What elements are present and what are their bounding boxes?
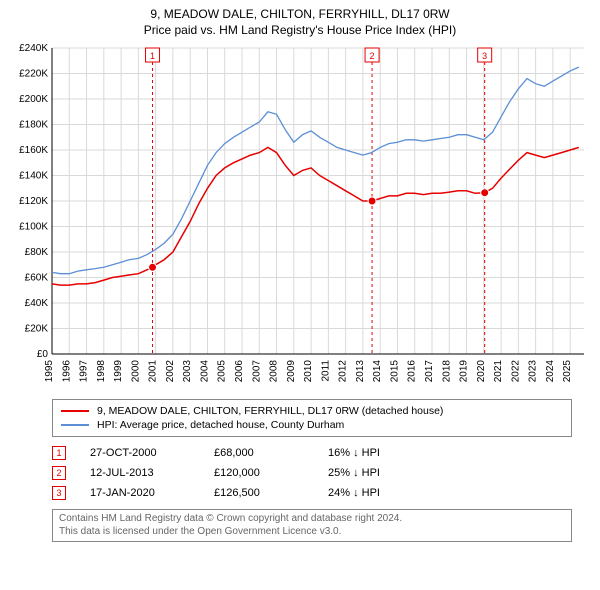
svg-text:2025: 2025 xyxy=(562,360,573,383)
event-marker: 1 xyxy=(52,446,66,460)
legend-label: HPI: Average price, detached house, Coun… xyxy=(97,419,344,431)
svg-text:2015: 2015 xyxy=(389,360,400,383)
svg-text:1997: 1997 xyxy=(79,360,90,383)
svg-text:2006: 2006 xyxy=(234,360,245,383)
svg-text:2: 2 xyxy=(370,51,375,61)
svg-text:£120K: £120K xyxy=(19,196,48,207)
event-delta: 25% ↓ HPI xyxy=(328,467,428,479)
chart: £0 £20K £40K £60K £80K £100K £120K £140K £160K £1… xyxy=(8,42,592,393)
svg-text:£80K: £80K xyxy=(25,247,49,258)
svg-text:1995: 1995 xyxy=(44,360,55,383)
svg-text:2010: 2010 xyxy=(303,360,314,383)
svg-text:2009: 2009 xyxy=(286,360,297,383)
svg-text:2011: 2011 xyxy=(320,360,331,382)
svg-text:£140K: £140K xyxy=(19,171,48,182)
svg-text:2020: 2020 xyxy=(476,360,487,383)
svg-text:2022: 2022 xyxy=(510,360,521,383)
event-marker: 2 xyxy=(52,466,66,480)
svg-text:2013: 2013 xyxy=(355,360,366,383)
svg-text:£0: £0 xyxy=(37,349,49,360)
svg-text:2024: 2024 xyxy=(545,360,556,383)
event-price: £120,000 xyxy=(214,467,304,479)
event-price: £126,500 xyxy=(214,487,304,499)
svg-text:2017: 2017 xyxy=(424,360,435,383)
svg-text:£40K: £40K xyxy=(25,298,49,309)
svg-text:2005: 2005 xyxy=(217,360,228,383)
svg-text:£240K: £240K xyxy=(19,43,48,54)
legend: 9, MEADOW DALE, CHILTON, FERRYHILL, DL17… xyxy=(52,399,572,437)
legend-swatch xyxy=(61,424,89,426)
svg-text:2023: 2023 xyxy=(528,360,539,383)
svg-text:2012: 2012 xyxy=(338,360,349,383)
title-block: 9, MEADOW DALE, CHILTON, FERRYHILL, DL17… xyxy=(8,6,592,38)
legend-row: HPI: Average price, detached house, Coun… xyxy=(61,418,563,432)
svg-text:2008: 2008 xyxy=(269,360,280,383)
svg-text:1: 1 xyxy=(150,51,155,61)
events-table: 1 27-OCT-2000 £68,000 16% ↓ HPI 2 12-JUL-2013… xyxy=(52,443,572,503)
chart-svg: £0 £20K £40K £60K £80K £100K £120K £140K £160K £1… xyxy=(8,42,592,388)
event-row: 3 17-JAN-2020 £126,500 24% ↓ HPI xyxy=(52,483,572,503)
legend-row: 9, MEADOW DALE, CHILTON, FERRYHILL, DL17… xyxy=(61,404,563,418)
svg-text:2003: 2003 xyxy=(182,360,193,383)
footnote: Contains HM Land Registry data © Crown c… xyxy=(52,509,572,542)
svg-text:1996: 1996 xyxy=(61,360,72,383)
svg-text:2007: 2007 xyxy=(251,360,262,383)
svg-text:£60K: £60K xyxy=(25,273,49,284)
svg-text:£180K: £180K xyxy=(19,120,48,131)
svg-text:1998: 1998 xyxy=(96,360,107,383)
event-price: £68,000 xyxy=(214,447,304,459)
svg-text:£200K: £200K xyxy=(19,94,48,105)
footnote-line2: This data is licensed under the Open Gov… xyxy=(59,526,565,539)
svg-text:2001: 2001 xyxy=(148,360,159,383)
svg-text:2021: 2021 xyxy=(493,360,504,383)
event-row: 2 12-JUL-2013 £120,000 25% ↓ HPI xyxy=(52,463,572,483)
event-row: 1 27-OCT-2000 £68,000 16% ↓ HPI xyxy=(52,443,572,463)
footnote-line1: Contains HM Land Registry data © Crown c… xyxy=(59,513,565,526)
svg-text:2018: 2018 xyxy=(441,360,452,383)
svg-text:2016: 2016 xyxy=(407,360,418,383)
svg-text:2014: 2014 xyxy=(372,360,383,383)
chart-container: 9, MEADOW DALE, CHILTON, FERRYHILL, DL17… xyxy=(0,0,600,590)
svg-text:£100K: £100K xyxy=(19,222,48,233)
svg-text:2000: 2000 xyxy=(130,360,141,383)
legend-label: 9, MEADOW DALE, CHILTON, FERRYHILL, DL17… xyxy=(97,405,443,417)
event-date: 12-JUL-2013 xyxy=(90,467,190,479)
svg-text:3: 3 xyxy=(482,51,487,61)
svg-text:1999: 1999 xyxy=(113,360,124,383)
svg-text:£160K: £160K xyxy=(19,145,48,156)
title-line1: 9, MEADOW DALE, CHILTON, FERRYHILL, DL17… xyxy=(8,6,592,22)
event-date: 27-OCT-2000 xyxy=(90,447,190,459)
event-delta: 24% ↓ HPI xyxy=(328,487,428,499)
legend-swatch xyxy=(61,410,89,412)
event-delta: 16% ↓ HPI xyxy=(328,447,428,459)
svg-text:2019: 2019 xyxy=(459,360,470,383)
svg-text:£220K: £220K xyxy=(19,69,48,80)
title-line2: Price paid vs. HM Land Registry's House … xyxy=(8,22,592,38)
event-date: 17-JAN-2020 xyxy=(90,487,190,499)
event-marker: 3 xyxy=(52,486,66,500)
svg-text:2004: 2004 xyxy=(199,360,210,383)
svg-text:2002: 2002 xyxy=(165,360,176,383)
svg-text:£20K: £20K xyxy=(25,324,49,335)
